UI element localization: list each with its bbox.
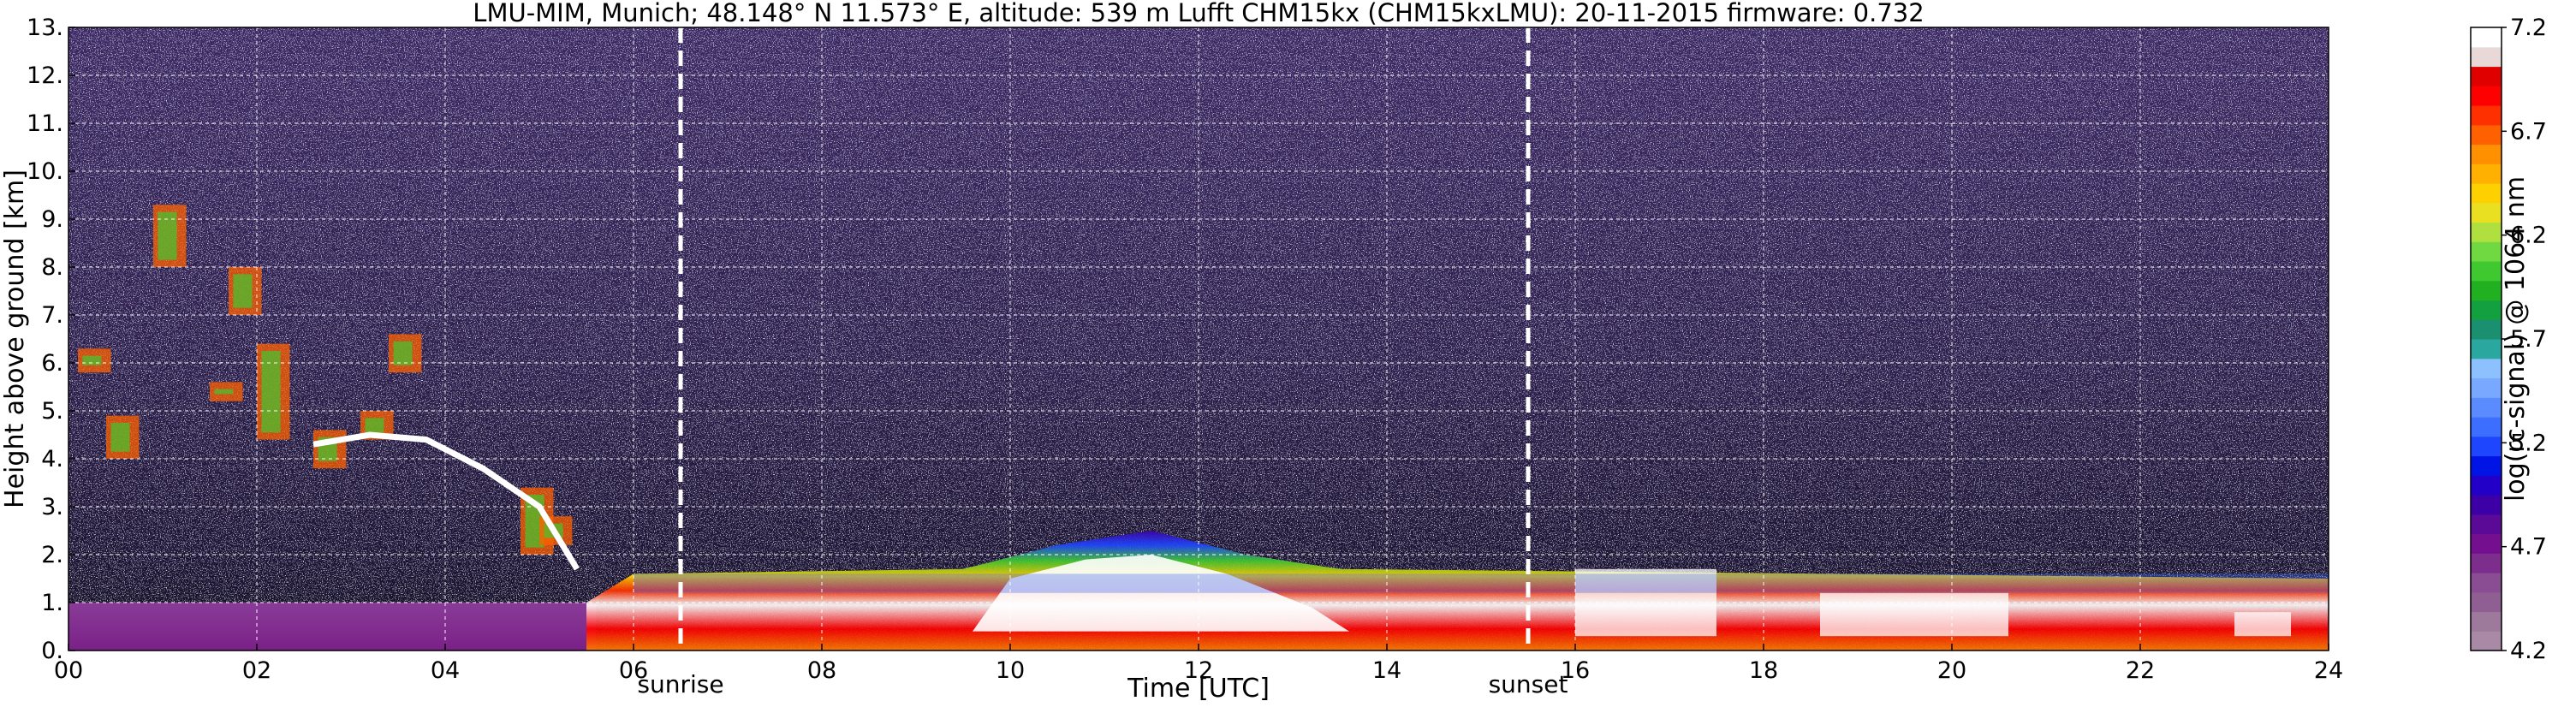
colorbar-segment: [2471, 124, 2502, 146]
x-tick-label: 22: [2126, 657, 2155, 684]
x-tick-label: 08: [807, 657, 836, 684]
colorbar-segment: [2471, 339, 2502, 359]
y-tick-label: 11.: [27, 110, 63, 137]
colorbar: 4.2 4.7 5.2 5.7 6.2 6.7 7.2: [2470, 15, 2547, 664]
colorbar-segment: [2471, 144, 2502, 164]
colorbar-segment: [2471, 358, 2502, 379]
y-tick-label: 6.: [41, 350, 63, 377]
colorbar-segment: [2471, 319, 2502, 340]
y-tick-label: 10.: [27, 158, 63, 185]
colorbar-segment: [2471, 514, 2502, 535]
x-tick-label: 12: [1184, 657, 1213, 684]
colorbar-segment: [2471, 436, 2502, 457]
colorbar-tick-label: 4.2: [2510, 638, 2547, 664]
chart-title: LMU-MIM, Munich; 48.148° N 11.573° E, al…: [473, 0, 1924, 27]
colorbar-tick-label: 5.7: [2510, 326, 2547, 353]
colorbar-segment: [2471, 631, 2502, 651]
grid-lines: [68, 27, 2329, 651]
cloud-edge-mark: [158, 211, 177, 260]
colorbar-segment: [2471, 27, 2502, 48]
cloud-edge-mark: [110, 423, 130, 452]
y-tick-label: 0.: [41, 638, 63, 664]
event-label-sunset: sunset: [1489, 670, 1568, 698]
cloud-ribbon: [312, 431, 580, 571]
y-tick-label: 1.: [41, 590, 63, 616]
night-residual-layer: [68, 603, 596, 651]
x-tick-label: 04: [431, 657, 460, 684]
cloud-edge-mark: [214, 389, 234, 395]
colorbar-segment: [2471, 241, 2502, 262]
colorbar-segment: [2471, 66, 2502, 86]
y-tick-label: 3.: [41, 494, 63, 520]
cloud-edge-mark: [365, 418, 384, 433]
event-label-sunrise: sunrise: [637, 670, 723, 698]
evening-aerosol-patch: [2234, 612, 2291, 637]
x-tick-label: 02: [242, 657, 271, 684]
x-tick-label: 10: [996, 657, 1025, 684]
colorbar-tick-label: 7.2: [2510, 15, 2547, 41]
x-tick-label: 16: [1561, 657, 1590, 684]
colorbar-segment: [2471, 163, 2502, 184]
colorbar-segment: [2471, 86, 2502, 106]
colorbar-segment: [2471, 611, 2502, 632]
y-tick-label: 2.: [41, 542, 63, 568]
colorbar-segment: [2471, 397, 2502, 418]
colorbar-segment: [2471, 533, 2502, 554]
cloud-edge-mark: [261, 351, 281, 433]
colorbar-segment: [2471, 280, 2502, 301]
y-axis-ticks: 0. 1. 2. 3. 4. 5. 6. 7. 8. 9. 10. 11. 12. 13.: [27, 15, 75, 664]
colorbar-segment: [2471, 222, 2502, 242]
x-tick-label: 24: [2314, 657, 2343, 684]
colorbar-segment: [2471, 377, 2502, 398]
colorbar-segment: [2471, 475, 2502, 496]
y-tick-label: 8.: [41, 254, 63, 281]
colorbar-tick-label: 6.7: [2510, 118, 2547, 145]
colorbar-segment: [2471, 495, 2502, 515]
y-tick-label: 7.: [41, 302, 63, 329]
colorbar-segment: [2471, 183, 2502, 204]
colorbar-segment: [2471, 591, 2502, 613]
colorbar-segment: [2471, 105, 2502, 126]
x-tick-label: 00: [54, 657, 83, 684]
aerosol-core: [973, 555, 1349, 632]
signal-features: [68, 205, 2329, 651]
cloud-edge-mark: [393, 341, 413, 365]
colorbar-segment: [2471, 553, 2502, 573]
colorbar-label: log(rc-signal) @ 1064 nm: [2501, 176, 2531, 502]
x-axis-ticks: 00 02 04 06 08 10 12 14 16 18 20 22 24: [54, 644, 2343, 684]
x-tick-label: 06: [619, 657, 648, 684]
boundary-layer-top-band: [634, 573, 2329, 593]
event-lines: sunrise sunset: [637, 27, 1568, 698]
y-tick-label: 12.: [27, 62, 63, 89]
x-axis-label: Time [UTC]: [1127, 674, 1270, 704]
y-tick-label: 13.: [27, 15, 63, 41]
colorbar-segment: [2471, 455, 2502, 476]
colorbar-tick-label: 5.2: [2510, 430, 2547, 456]
colorbar-segment: [2471, 300, 2502, 320]
cloud-edge-mark: [233, 274, 253, 308]
cloud-edge-mark: [82, 355, 102, 365]
x-tick-label: 14: [1372, 657, 1401, 684]
colorbar-segment: [2471, 417, 2502, 437]
y-tick-label: 4.: [41, 446, 63, 472]
colorbar-tick-label: 6.2: [2510, 223, 2547, 249]
colorbar-segment: [2471, 202, 2502, 223]
y-tick-label: 5.: [41, 398, 63, 425]
x-tick-label: 20: [1937, 657, 1966, 684]
colorbar-tick-label: 4.7: [2510, 534, 2547, 561]
colorbar-segment: [2471, 261, 2502, 282]
colorbar-segment: [2471, 46, 2502, 68]
evening-aerosol-patch: [1820, 592, 2008, 637]
y-tick-label: 9.: [41, 206, 63, 233]
colorbar-segment: [2471, 573, 2502, 593]
y-axis-label: Height above ground [km]: [0, 169, 30, 508]
x-tick-label: 18: [1749, 657, 1778, 684]
